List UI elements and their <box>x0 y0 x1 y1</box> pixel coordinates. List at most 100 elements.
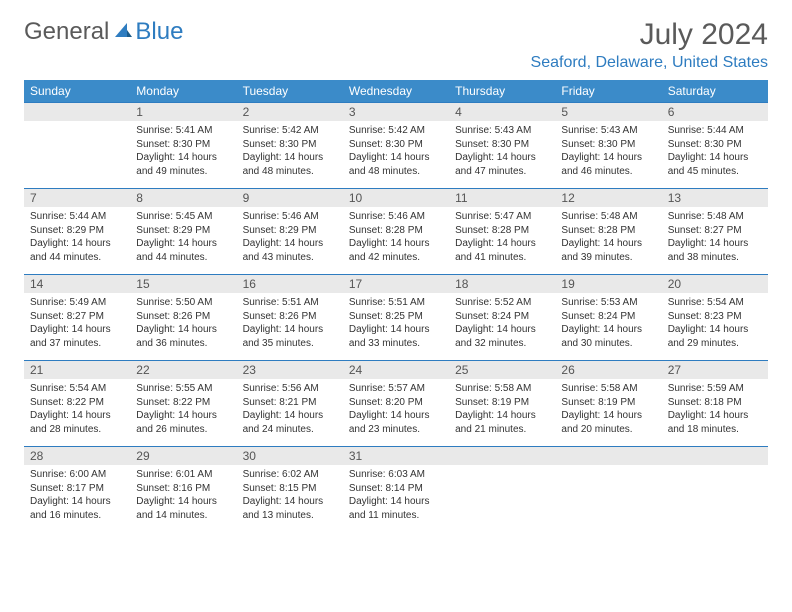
day-cell: Sunrise: 5:57 AMSunset: 8:20 PMDaylight:… <box>343 379 449 447</box>
day-cell: Sunrise: 5:47 AMSunset: 8:28 PMDaylight:… <box>449 207 555 275</box>
day-number: 7 <box>24 189 130 208</box>
sunset-text: Sunset: 8:21 PM <box>243 396 337 410</box>
month-title: July 2024 <box>531 18 768 52</box>
day-number <box>555 447 661 466</box>
sunrise-text: Sunrise: 6:03 AM <box>349 468 443 482</box>
day1-text: Daylight: 14 hours <box>561 151 655 165</box>
day-number-row: 28293031 <box>24 447 768 466</box>
day1-text: Daylight: 14 hours <box>455 409 549 423</box>
day-number: 18 <box>449 275 555 294</box>
day2-text: and 44 minutes. <box>136 251 230 265</box>
day1-text: Daylight: 14 hours <box>136 495 230 509</box>
day2-text: and 16 minutes. <box>30 509 124 523</box>
sunrise-text: Sunrise: 5:48 AM <box>668 210 762 224</box>
sunrise-text: Sunrise: 5:47 AM <box>455 210 549 224</box>
sunrise-text: Sunrise: 5:46 AM <box>243 210 337 224</box>
day2-text: and 43 minutes. <box>243 251 337 265</box>
day-cell <box>555 465 661 532</box>
sunset-text: Sunset: 8:30 PM <box>243 138 337 152</box>
day-number <box>24 103 130 122</box>
day-number: 19 <box>555 275 661 294</box>
day1-text: Daylight: 14 hours <box>30 237 124 251</box>
day2-text: and 38 minutes. <box>668 251 762 265</box>
weekday-header: Monday <box>130 80 236 103</box>
day2-text: and 46 minutes. <box>561 165 655 179</box>
sunrise-text: Sunrise: 5:43 AM <box>455 124 549 138</box>
day-number: 13 <box>662 189 768 208</box>
day-number: 25 <box>449 361 555 380</box>
day2-text: and 18 minutes. <box>668 423 762 437</box>
day-cell: Sunrise: 5:44 AMSunset: 8:29 PMDaylight:… <box>24 207 130 275</box>
day-number: 4 <box>449 103 555 122</box>
day-number: 20 <box>662 275 768 294</box>
day1-text: Daylight: 14 hours <box>349 409 443 423</box>
sunset-text: Sunset: 8:25 PM <box>349 310 443 324</box>
sunrise-text: Sunrise: 5:52 AM <box>455 296 549 310</box>
day-number: 2 <box>237 103 343 122</box>
day-data-row: Sunrise: 5:41 AMSunset: 8:30 PMDaylight:… <box>24 121 768 189</box>
day2-text: and 26 minutes. <box>136 423 230 437</box>
sunrise-text: Sunrise: 5:42 AM <box>349 124 443 138</box>
day-cell <box>662 465 768 532</box>
day-number: 11 <box>449 189 555 208</box>
sunset-text: Sunset: 8:26 PM <box>136 310 230 324</box>
logo: General Blue <box>24 18 183 46</box>
day-data-row: Sunrise: 5:54 AMSunset: 8:22 PMDaylight:… <box>24 379 768 447</box>
day2-text: and 37 minutes. <box>30 337 124 351</box>
weekday-header: Friday <box>555 80 661 103</box>
sunrise-text: Sunrise: 5:51 AM <box>349 296 443 310</box>
day1-text: Daylight: 14 hours <box>243 151 337 165</box>
day2-text: and 39 minutes. <box>561 251 655 265</box>
day-data-row: Sunrise: 6:00 AMSunset: 8:17 PMDaylight:… <box>24 465 768 532</box>
day-cell: Sunrise: 5:48 AMSunset: 8:27 PMDaylight:… <box>662 207 768 275</box>
day-number: 27 <box>662 361 768 380</box>
day-cell: Sunrise: 5:45 AMSunset: 8:29 PMDaylight:… <box>130 207 236 275</box>
day1-text: Daylight: 14 hours <box>136 323 230 337</box>
title-block: July 2024 Seaford, Delaware, United Stat… <box>531 18 768 72</box>
calendar-table: Sunday Monday Tuesday Wednesday Thursday… <box>24 80 768 532</box>
sunrise-text: Sunrise: 5:58 AM <box>561 382 655 396</box>
sunrise-text: Sunrise: 5:48 AM <box>561 210 655 224</box>
day-cell: Sunrise: 5:58 AMSunset: 8:19 PMDaylight:… <box>555 379 661 447</box>
day2-text: and 32 minutes. <box>455 337 549 351</box>
day-cell: Sunrise: 5:50 AMSunset: 8:26 PMDaylight:… <box>130 293 236 361</box>
sunrise-text: Sunrise: 6:01 AM <box>136 468 230 482</box>
day2-text: and 13 minutes. <box>243 509 337 523</box>
sunset-text: Sunset: 8:30 PM <box>561 138 655 152</box>
sunset-text: Sunset: 8:30 PM <box>349 138 443 152</box>
sunrise-text: Sunrise: 5:46 AM <box>349 210 443 224</box>
sunset-text: Sunset: 8:26 PM <box>243 310 337 324</box>
day1-text: Daylight: 14 hours <box>668 323 762 337</box>
day1-text: Daylight: 14 hours <box>243 237 337 251</box>
logo-text-blue: Blue <box>135 18 183 46</box>
day2-text: and 36 minutes. <box>136 337 230 351</box>
day1-text: Daylight: 14 hours <box>455 151 549 165</box>
day1-text: Daylight: 14 hours <box>455 237 549 251</box>
day-number: 31 <box>343 447 449 466</box>
header: General Blue July 2024 Seaford, Delaware… <box>24 18 768 72</box>
sunrise-text: Sunrise: 5:42 AM <box>243 124 337 138</box>
day1-text: Daylight: 14 hours <box>136 237 230 251</box>
day-cell: Sunrise: 6:00 AMSunset: 8:17 PMDaylight:… <box>24 465 130 532</box>
day-number: 8 <box>130 189 236 208</box>
day-number: 16 <box>237 275 343 294</box>
day-number: 14 <box>24 275 130 294</box>
day-number: 3 <box>343 103 449 122</box>
sunset-text: Sunset: 8:18 PM <box>668 396 762 410</box>
day-cell: Sunrise: 5:55 AMSunset: 8:22 PMDaylight:… <box>130 379 236 447</box>
day-cell: Sunrise: 5:48 AMSunset: 8:28 PMDaylight:… <box>555 207 661 275</box>
day-cell: Sunrise: 5:56 AMSunset: 8:21 PMDaylight:… <box>237 379 343 447</box>
sunset-text: Sunset: 8:20 PM <box>349 396 443 410</box>
day-cell: Sunrise: 5:54 AMSunset: 8:23 PMDaylight:… <box>662 293 768 361</box>
day2-text: and 29 minutes. <box>668 337 762 351</box>
day1-text: Daylight: 14 hours <box>668 409 762 423</box>
day2-text: and 28 minutes. <box>30 423 124 437</box>
sunrise-text: Sunrise: 5:43 AM <box>561 124 655 138</box>
day-cell: Sunrise: 5:51 AMSunset: 8:26 PMDaylight:… <box>237 293 343 361</box>
day1-text: Daylight: 14 hours <box>30 495 124 509</box>
day2-text: and 35 minutes. <box>243 337 337 351</box>
day2-text: and 33 minutes. <box>349 337 443 351</box>
day-data-row: Sunrise: 5:44 AMSunset: 8:29 PMDaylight:… <box>24 207 768 275</box>
day1-text: Daylight: 14 hours <box>243 323 337 337</box>
day-number: 30 <box>237 447 343 466</box>
